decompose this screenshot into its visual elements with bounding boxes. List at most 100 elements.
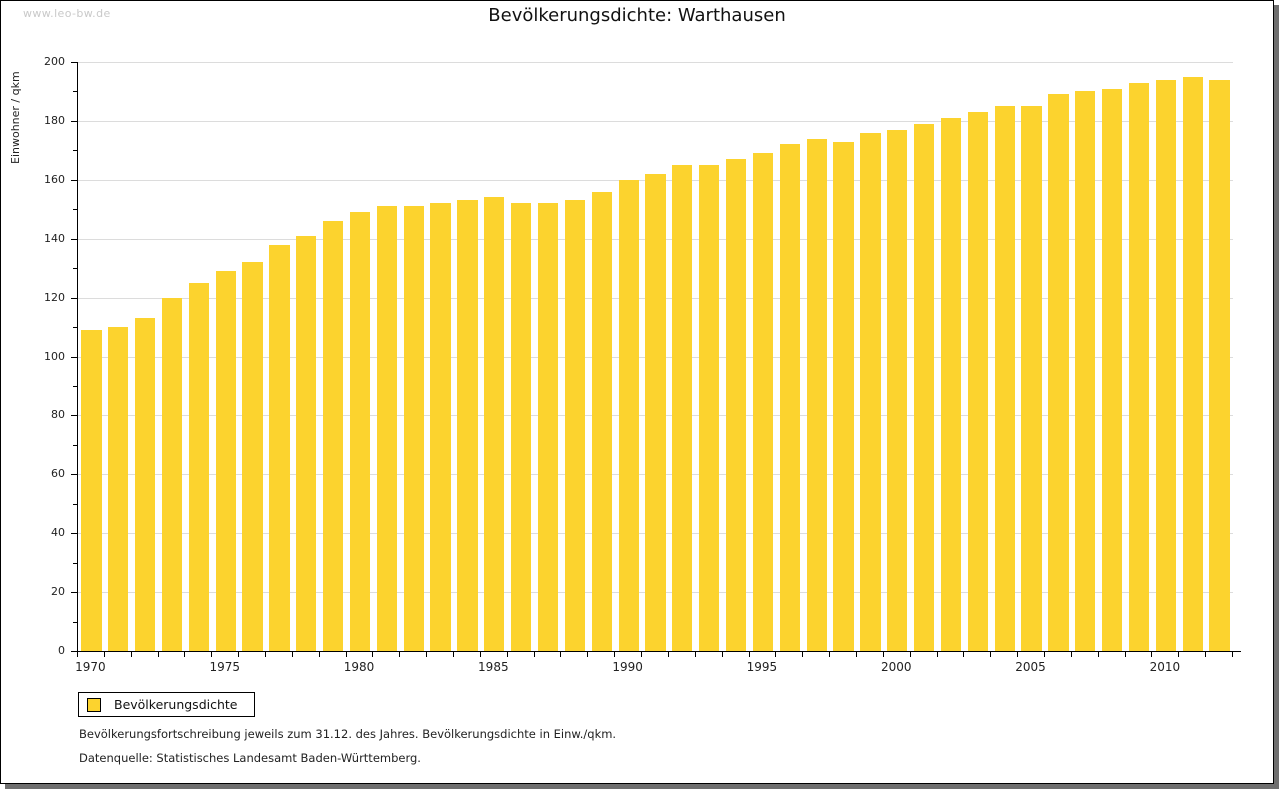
x-tick-label-2005: 2005 [1015, 660, 1046, 674]
bar-1992 [672, 165, 693, 651]
y-tick-label-0: 0 [58, 644, 65, 657]
bar-2012 [1209, 79, 1230, 651]
bar-1989 [591, 191, 612, 651]
bar-1980 [349, 212, 371, 651]
y-major-tick-180 [71, 121, 77, 122]
watermark: www.leo-bw.de [23, 7, 111, 20]
x-tick-0 [77, 652, 78, 657]
bar-2003 [967, 112, 988, 651]
y-minor-tick-90 [73, 386, 77, 387]
y-major-tick-40 [71, 533, 77, 534]
bar-2008 [1101, 88, 1123, 651]
bar-2009 [1128, 82, 1150, 651]
x-tick-40 [1151, 652, 1152, 657]
gridline-y-200 [78, 62, 1233, 63]
bar-1981 [376, 206, 397, 651]
bar-1979 [323, 221, 344, 651]
x-tick-15 [480, 652, 481, 657]
x-tick-28 [829, 652, 830, 657]
x-tick-42 [1205, 652, 1206, 657]
bar-2005 [1021, 106, 1042, 651]
bar-1985 [484, 197, 505, 651]
y-minor-tick-70 [73, 445, 77, 446]
y-major-tick-200 [71, 62, 77, 63]
bar-2011 [1182, 76, 1203, 651]
y-tick-label-120: 120 [44, 291, 65, 304]
x-tick-2 [131, 652, 132, 657]
x-tick-7 [265, 652, 266, 657]
x-tick-31 [910, 652, 911, 657]
footnote-source-note: Bevölkerungsfortschreibung jeweils zum 3… [79, 727, 617, 741]
x-tick-32 [937, 652, 938, 657]
x-tick-14 [453, 652, 454, 657]
y-tick-label-100: 100 [44, 350, 65, 363]
x-tick-10 [346, 652, 347, 657]
y-axis: 0 20 40 60 80 100 120 140 160 180 200 [1, 55, 77, 657]
plot-area [77, 62, 1233, 651]
bar-1997 [806, 138, 827, 651]
x-tick-43 [1232, 652, 1233, 657]
x-tick-25 [749, 652, 750, 657]
footnote-datasource: Datenquelle: Statistisches Landesamt Bad… [79, 751, 421, 765]
bar-1993 [699, 165, 720, 651]
x-tick-8 [292, 652, 293, 657]
y-tick-label-80: 80 [51, 408, 65, 421]
y-tick-label-40: 40 [51, 526, 65, 539]
y-tick-label-180: 180 [44, 114, 65, 127]
y-minor-tick-50 [73, 504, 77, 505]
x-tick-9 [319, 652, 320, 657]
legend-label: Bevölkerungsdichte [114, 697, 238, 712]
x-tick-19 [587, 652, 588, 657]
x-tick-11 [372, 652, 373, 657]
y-minor-tick-30 [73, 563, 77, 564]
bar-1990 [618, 179, 639, 651]
x-tick-3 [158, 652, 159, 657]
y-tick-label-140: 140 [44, 232, 65, 245]
y-minor-tick-150 [73, 209, 77, 210]
x-tick-18 [560, 652, 561, 657]
x-tick-35 [1017, 652, 1018, 657]
y-major-tick-160 [71, 180, 77, 181]
y-major-tick-0 [71, 651, 77, 652]
bar-1998 [833, 141, 854, 651]
y-tick-label-60: 60 [51, 467, 65, 480]
bar-1995 [752, 153, 774, 651]
x-tick-label-1975: 1975 [209, 660, 240, 674]
y-tick-label-200: 200 [44, 55, 65, 68]
bar-2000 [887, 129, 908, 651]
x-tick-label-1980: 1980 [343, 660, 375, 674]
bar-1982 [403, 206, 424, 651]
legend-swatch [87, 697, 101, 712]
bar-1991 [645, 173, 666, 651]
y-major-tick-100 [71, 357, 77, 358]
bar-1978 [296, 235, 317, 651]
bar-1974 [188, 282, 209, 651]
x-tick-label-1985: 1985 [478, 660, 509, 674]
x-tick-17 [534, 652, 535, 657]
x-tick-label-1995: 1995 [746, 660, 778, 674]
y-minor-tick-10 [73, 622, 77, 623]
x-axis-line [77, 651, 1241, 652]
bar-1977 [269, 244, 290, 651]
legend: Bevölkerungsdichte [78, 692, 255, 717]
x-tick-36 [1044, 652, 1045, 657]
y-tick-label-20: 20 [51, 585, 65, 598]
y-major-tick-60 [71, 474, 77, 475]
x-tick-22 [668, 652, 669, 657]
x-tick-39 [1125, 652, 1126, 657]
bar-1970 [81, 330, 102, 651]
bar-1983 [430, 203, 451, 651]
x-tick-label-2010: 2010 [1149, 660, 1181, 674]
x-tick-label-2000: 2000 [880, 660, 912, 674]
y-major-tick-140 [71, 239, 77, 240]
x-tick-24 [722, 652, 723, 657]
bar-1996 [779, 144, 800, 651]
y-minor-tick-110 [73, 327, 77, 328]
y-minor-tick-170 [73, 150, 77, 151]
y-major-tick-120 [71, 298, 77, 299]
x-tick-21 [641, 652, 642, 657]
x-tick-41 [1178, 652, 1179, 657]
bar-1972 [135, 318, 156, 651]
bar-1986 [511, 203, 532, 651]
